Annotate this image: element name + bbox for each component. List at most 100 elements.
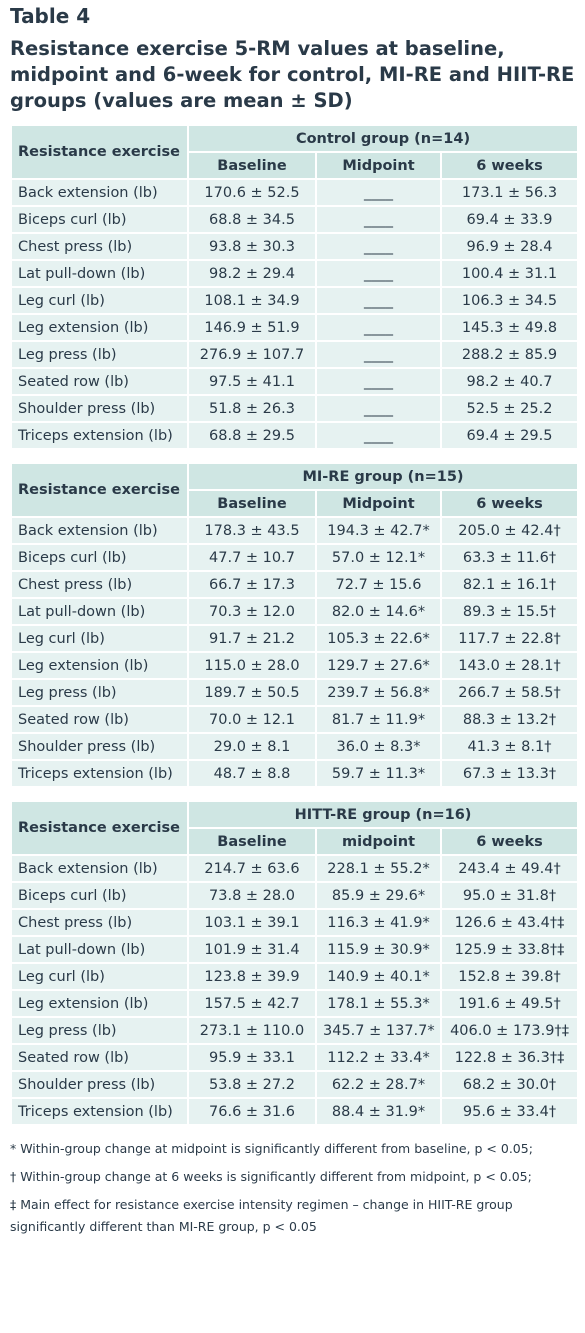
table-row: Leg press (lb) 273.1 ± 110.0 345.7 ± 137.7… — [10, 1016, 580, 1045]
table-cell: 125.9 ± 33.8†‡ — [439, 935, 580, 964]
table-cell: 157.5 ± 42.7 — [187, 989, 317, 1018]
table-row: Leg curl (lb) 123.8 ± 39.9 140.9 ± 40.1* 15… — [10, 962, 580, 991]
table-cell: 36.0 ± 8.3* — [315, 732, 442, 761]
table-cell: Leg press (lb) — [10, 678, 189, 707]
table-cell: Chest press (lb) — [10, 570, 189, 599]
table-cell: 103.1 ± 39.1 — [187, 908, 317, 937]
footnote: † Within-group change at 6 weeks is sign… — [10, 1169, 532, 1184]
table-cell: Lat pull-down (lb) — [10, 259, 189, 288]
table-cell: 76.6 ± 31.6 — [187, 1097, 317, 1126]
table-row: Back extension (lb) 178.3 ± 43.5 194.3 ± 4… — [10, 516, 580, 545]
table-cell: 145.3 ± 49.8 — [439, 313, 580, 342]
table-cell: 82.1 ± 16.1† — [439, 570, 580, 599]
group-row: Resistance exercise Control group (n=14) — [10, 124, 580, 180]
header-cell: Baseline — [187, 827, 317, 856]
table-caption: Resistance exercise 5-RM values at basel… — [10, 37, 575, 112]
table-cell: 82.0 ± 14.6* — [315, 597, 442, 626]
header-cell: Resistance exercise — [10, 462, 189, 518]
table-cell: 189.7 ± 50.5 — [187, 678, 317, 707]
table-cell: 62.2 ± 28.7* — [315, 1070, 442, 1099]
table-cell: ____ — [315, 205, 442, 234]
table-row: Shoulder press (lb) 53.8 ± 27.2 62.2 ± 28.… — [10, 1070, 580, 1099]
table-cell: ____ — [315, 313, 442, 342]
table-cell: 101.9 ± 31.4 — [187, 935, 317, 964]
table-row: Leg press (lb) 189.7 ± 50.5 239.7 ± 56.8* 2… — [10, 678, 580, 707]
table-cell: ____ — [315, 259, 442, 288]
table-cell: 72.7 ± 15.6 — [315, 570, 442, 599]
table-cell: 123.8 ± 39.9 — [187, 962, 317, 991]
table-cell: 95.6 ± 33.4† — [439, 1097, 580, 1126]
header-cell: Midpoint — [315, 489, 442, 518]
table-row: Seated row (lb) 97.5 ± 41.1 ____ 98.2 ± 40.… — [10, 367, 580, 396]
table-cell: 170.6 ± 52.5 — [187, 178, 317, 207]
header-cell: midpoint — [315, 827, 442, 856]
table-cell: 178.1 ± 55.3* — [315, 989, 442, 1018]
header-row: Baseline midpoint 6 weeks — [11, 827, 580, 856]
table-cell: 129.7 ± 27.6* — [315, 651, 442, 680]
table-row: Leg extension (lb) 146.9 ± 51.9 ____ 145.3 … — [10, 313, 580, 342]
table-cell: 228.1 ± 55.2* — [315, 854, 442, 883]
table-cell: 115.9 ± 30.9* — [315, 935, 442, 964]
table-cell: Leg extension (lb) — [10, 313, 189, 342]
table-cell: Lat pull-down (lb) — [10, 935, 189, 964]
footnote: ‡ Main effect for resistance exercise in… — [10, 1197, 513, 1234]
header-cell: 6 weeks — [439, 827, 580, 856]
table-cell: 105.3 ± 22.6* — [315, 624, 442, 653]
table-cell: 100.4 ± 31.1 — [439, 259, 580, 288]
table-cell: Leg curl (lb) — [10, 624, 189, 653]
table-cell: 88.3 ± 13.2† — [439, 705, 580, 734]
table-cell: Shoulder press (lb) — [10, 732, 189, 761]
table-cell: Lat pull-down (lb) — [10, 597, 189, 626]
table-cell: 194.3 ± 42.7* — [315, 516, 442, 545]
table-cell: 57.0 ± 12.1* — [315, 543, 442, 572]
table-cell: 173.1 ± 56.3 — [439, 178, 580, 207]
table-row: Back extension (lb) 214.7 ± 63.6 228.1 ± 5… — [10, 854, 580, 883]
table-row: Triceps extension (lb) 76.6 ± 31.6 88.4 ± … — [10, 1097, 580, 1126]
table-cell: 288.2 ± 85.9 — [439, 340, 580, 369]
table-cell: Chest press (lb) — [10, 908, 189, 937]
group-title: MI-RE group (n=15) — [186, 462, 580, 491]
table-cell: ____ — [315, 367, 442, 396]
table-cell: ____ — [315, 286, 442, 315]
table-cell: Chest press (lb) — [10, 232, 189, 261]
table-row: Chest press (lb) 103.1 ± 39.1 116.3 ± 41.9… — [10, 908, 580, 937]
table-row: Biceps curl (lb) 73.8 ± 28.0 85.9 ± 29.6* 9… — [10, 881, 580, 910]
table-cell: Triceps extension (lb) — [10, 1097, 189, 1126]
table-cell: 51.8 ± 26.3 — [187, 394, 317, 423]
table-cell: Shoulder press (lb) — [10, 394, 189, 423]
table-cell: 48.7 ± 8.8 — [187, 759, 317, 788]
table-cell: Leg curl (lb) — [10, 962, 189, 991]
table-row: Shoulder press (lb) 29.0 ± 8.1 36.0 ± 8.3*… — [10, 732, 580, 761]
table-cell: 143.0 ± 28.1† — [439, 651, 580, 680]
table-row: Leg curl (lb) 91.7 ± 21.2 105.3 ± 22.6* 117… — [10, 624, 580, 653]
tables: Resistance exercise Control group (n=14) B… — [10, 124, 580, 1126]
table-cell: 52.5 ± 25.2 — [439, 394, 580, 423]
group-title: HITT-RE group (n=16) — [186, 800, 580, 829]
table-cell: ____ — [315, 394, 442, 423]
table-row: Triceps extension (lb) 48.7 ± 8.8 59.7 ± 1… — [10, 759, 580, 788]
table-cell: 98.2 ± 29.4 — [187, 259, 317, 288]
header-row: Baseline Midpoint 6 weeks — [11, 489, 580, 518]
header-cell: 6 weeks — [439, 151, 580, 180]
table-cell: 214.7 ± 63.6 — [187, 854, 317, 883]
table-label: Table 4 — [10, 4, 91, 28]
table-cell: ____ — [315, 232, 442, 261]
table-cell: 152.8 ± 39.8† — [439, 962, 580, 991]
table-cell: 97.5 ± 41.1 — [187, 367, 317, 396]
table-cell: Leg extension (lb) — [10, 989, 189, 1018]
table-cell: 85.9 ± 29.6* — [315, 881, 442, 910]
table-cell: 63.3 ± 11.6† — [439, 543, 580, 572]
table-cell: 69.4 ± 33.9 — [439, 205, 580, 234]
table-cell: 98.2 ± 40.7 — [439, 367, 580, 396]
table-cell: Leg press (lb) — [10, 1016, 189, 1045]
table-cell: ____ — [315, 340, 442, 369]
table-cell: 59.7 ± 11.3* — [315, 759, 442, 788]
table-cell: 95.0 ± 31.8† — [439, 881, 580, 910]
table-cell: Biceps curl (lb) — [10, 205, 189, 234]
table-cell: ____ — [315, 178, 442, 207]
group-row: Resistance exercise HITT-RE group (n=16) — [10, 800, 580, 856]
table-cell: Back extension (lb) — [10, 854, 189, 883]
table-row: Chest press (lb) 66.7 ± 17.3 72.7 ± 15.6 82… — [10, 570, 580, 599]
table-cell: 47.7 ± 10.7 — [187, 543, 317, 572]
table-cell: Seated row (lb) — [10, 1043, 189, 1072]
